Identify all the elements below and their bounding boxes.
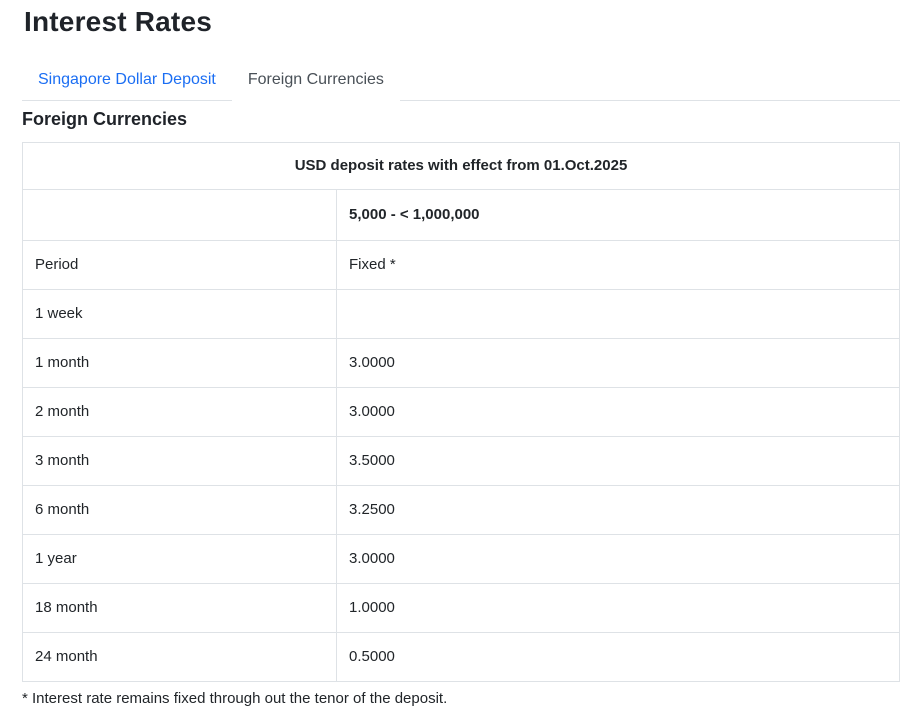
footnote: * Interest rate remains fixed through ou… — [22, 690, 448, 707]
empty-header-cell — [22, 189, 337, 241]
rate-cell: 3.5000 — [336, 436, 900, 486]
period-cell: 18 month — [22, 583, 337, 633]
section-heading: Foreign Currencies — [22, 109, 188, 129]
rate-cell: 3.2500 — [336, 485, 900, 535]
table-row: 1 week — [22, 289, 900, 339]
page-title: Interest Rates — [24, 6, 212, 37]
table-row: 1 year 3.0000 — [22, 534, 900, 584]
rate-header-cell: Fixed * — [336, 240, 900, 290]
table-row: 18 month 1.0000 — [22, 583, 900, 633]
tab-singapore-dollar-deposit[interactable]: Singapore Dollar Deposit — [38, 71, 216, 88]
period-cell: 1 month — [22, 338, 337, 388]
table-row: 1 month 3.0000 — [22, 338, 900, 388]
tab-bar: Singapore Dollar Deposit Foreign Currenc… — [22, 60, 900, 101]
period-cell: 2 month — [22, 387, 337, 437]
period-cell: 1 week — [22, 289, 337, 339]
table-row: 2 month 3.0000 — [22, 387, 900, 437]
rate-cell: 0.5000 — [336, 632, 900, 682]
tier-header-row: 5,000 - < 1,000,000 — [22, 189, 900, 241]
period-cell: 3 month — [22, 436, 337, 486]
period-cell: 6 month — [22, 485, 337, 535]
table-caption: USD deposit rates with effect from 01.Oc… — [22, 142, 900, 190]
rate-cell: 3.0000 — [336, 387, 900, 437]
period-cell: 1 year — [22, 534, 337, 584]
page-container: Interest Rates Singapore Dollar Deposit … — [0, 6, 910, 709]
column-header-row: Period Fixed * — [22, 240, 900, 290]
tab-foreign-currencies[interactable]: Foreign Currencies — [231, 60, 400, 101]
rates-table: USD deposit rates with effect from 01.Oc… — [22, 142, 900, 682]
rate-cell: 1.0000 — [336, 583, 900, 633]
rates-table-body: 1 week 1 month 3.0000 2 month 3.0000 3 m… — [22, 289, 900, 682]
period-cell: 24 month — [22, 632, 337, 682]
tier-header-cell: 5,000 - < 1,000,000 — [336, 189, 900, 241]
table-row: 24 month 0.5000 — [22, 632, 900, 682]
table-row: 3 month 3.5000 — [22, 436, 900, 486]
table-caption-row: USD deposit rates with effect from 01.Oc… — [22, 142, 900, 190]
period-header-cell: Period — [22, 240, 337, 290]
table-row: 6 month 3.2500 — [22, 485, 900, 535]
rate-cell: 3.0000 — [336, 338, 900, 388]
rate-cell: 3.0000 — [336, 534, 900, 584]
rate-cell — [336, 289, 900, 339]
